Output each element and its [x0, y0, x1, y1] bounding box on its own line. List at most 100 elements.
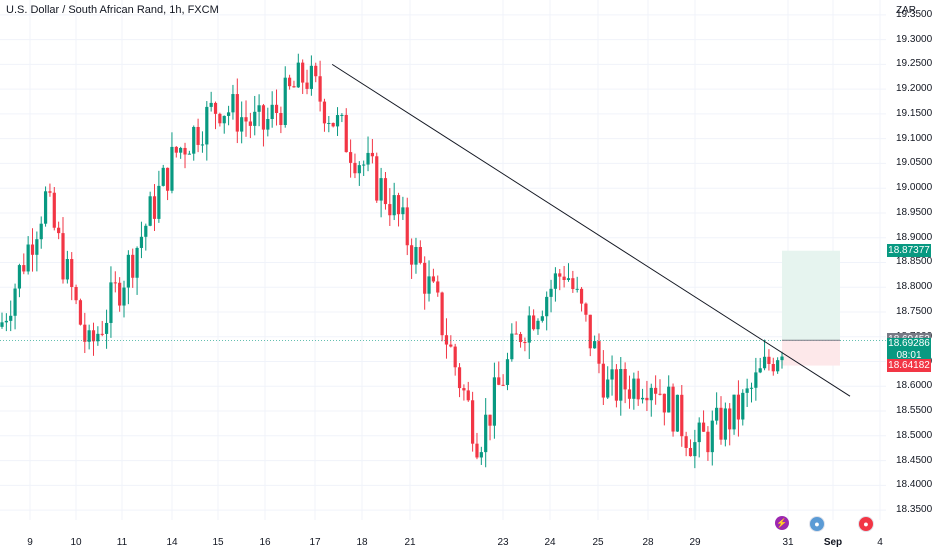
candle-body: [566, 278, 571, 280]
candle-body: [157, 185, 161, 219]
candle-body: [444, 335, 449, 345]
candle-body: [658, 393, 662, 395]
candle-body: [719, 407, 723, 440]
candle-body: [414, 246, 418, 265]
candle-body: [423, 262, 427, 294]
candle-body: [436, 281, 440, 293]
candle-body: [353, 162, 357, 174]
price-tick-label: 18.35000: [896, 504, 932, 516]
price-tick-label: 18.80000: [896, 281, 932, 293]
candle-body: [471, 400, 475, 444]
price-tick-label: 18.40000: [896, 479, 932, 491]
candle-body: [335, 115, 340, 127]
candle-body: [706, 431, 710, 453]
time-tick-label: 31: [782, 537, 794, 548]
candle-body: [619, 368, 623, 401]
candle-body: [649, 387, 653, 401]
candle-body: [553, 273, 558, 289]
candle-body: [179, 147, 183, 153]
candle-body: [366, 152, 370, 165]
candle-body: [431, 276, 435, 282]
candle-body: [113, 282, 117, 284]
candle-body: [57, 227, 61, 234]
candle-body: [231, 94, 235, 113]
us-flag-event-icon[interactable]: ●: [809, 516, 825, 532]
candle-body: [83, 324, 87, 342]
time-tick-label: 15: [212, 537, 224, 548]
candle-body: [510, 333, 514, 360]
candle-body: [606, 379, 610, 398]
candle-body: [362, 164, 366, 166]
time-tick-label: 24: [544, 537, 556, 548]
candle-body: [248, 121, 252, 126]
candle-body: [283, 77, 287, 126]
candle-body: [35, 239, 39, 255]
candle-body: [701, 422, 706, 432]
candle-body: [492, 377, 497, 426]
candle-body: [588, 314, 592, 349]
candle-body: [741, 392, 745, 420]
time-tick-label: 14: [166, 537, 178, 548]
candle-body: [266, 119, 270, 130]
lightning-event-icon[interactable]: ⚡: [775, 516, 789, 530]
candle-body: [261, 105, 266, 130]
candle-body: [688, 447, 693, 457]
stop-price-tag: 18.64182: [887, 359, 931, 373]
candle-body: [597, 341, 601, 364]
time-tick-label: 21: [404, 537, 416, 548]
time-tick-label: 28: [642, 537, 654, 548]
candle-body: [545, 296, 549, 317]
candle-body: [396, 195, 401, 215]
time-tick-label: 25: [592, 537, 604, 548]
price-tick-label: 18.50000: [896, 429, 932, 441]
price-tick-label: 18.45000: [896, 454, 932, 466]
candle-body: [457, 367, 462, 389]
candle-body: [383, 178, 388, 205]
candle-body: [104, 322, 109, 334]
time-tick-label: 4: [877, 537, 883, 548]
price-tick-label: 18.95000: [896, 206, 932, 218]
candle-body: [584, 303, 588, 315]
candle-body: [209, 102, 213, 107]
candle-body: [148, 196, 152, 226]
time-tick-label: 9: [27, 537, 33, 548]
candle-body: [100, 333, 104, 335]
candle-body: [462, 388, 466, 391]
candle-body: [218, 113, 222, 124]
price-tick-label: 19.10000: [896, 132, 932, 144]
time-tick-label: 18: [356, 537, 368, 548]
candle-body: [52, 192, 56, 228]
candle-body: [514, 333, 518, 335]
candle-body: [309, 65, 313, 89]
candle-body: [87, 330, 91, 342]
target-price-tag: 18.87377: [887, 244, 931, 258]
trendline[interactable]: [331, 63, 851, 397]
candle-body: [488, 414, 492, 426]
candle-body: [135, 247, 139, 278]
candle-body: [466, 390, 470, 401]
candle-body: [170, 146, 174, 191]
chart-title: U.S. Dollar / South African Rand, 1h, FX…: [6, 4, 219, 16]
us-flag-event-icon[interactable]: ●: [858, 516, 874, 532]
price-tick-label: 19.30000: [896, 33, 932, 45]
candle-body: [527, 315, 531, 343]
candle-body: [322, 101, 327, 124]
candle-body: [623, 368, 627, 390]
candle-body: [767, 356, 771, 365]
price-tick-label: 18.60000: [896, 380, 932, 392]
candle-body: [331, 122, 335, 127]
candle-body: [401, 207, 405, 215]
candle-body: [754, 372, 758, 388]
candle-body: [532, 315, 536, 330]
candle-body: [610, 369, 614, 380]
candle-body: [671, 386, 675, 432]
candle-body: [70, 259, 74, 287]
candle-body: [13, 288, 17, 316]
candle-body: [710, 420, 714, 453]
candle-body: [39, 223, 43, 240]
candle-body: [65, 259, 69, 280]
candle-body: [165, 167, 170, 191]
currency-label: ZAR: [896, 5, 916, 16]
candle-body: [0, 322, 4, 327]
